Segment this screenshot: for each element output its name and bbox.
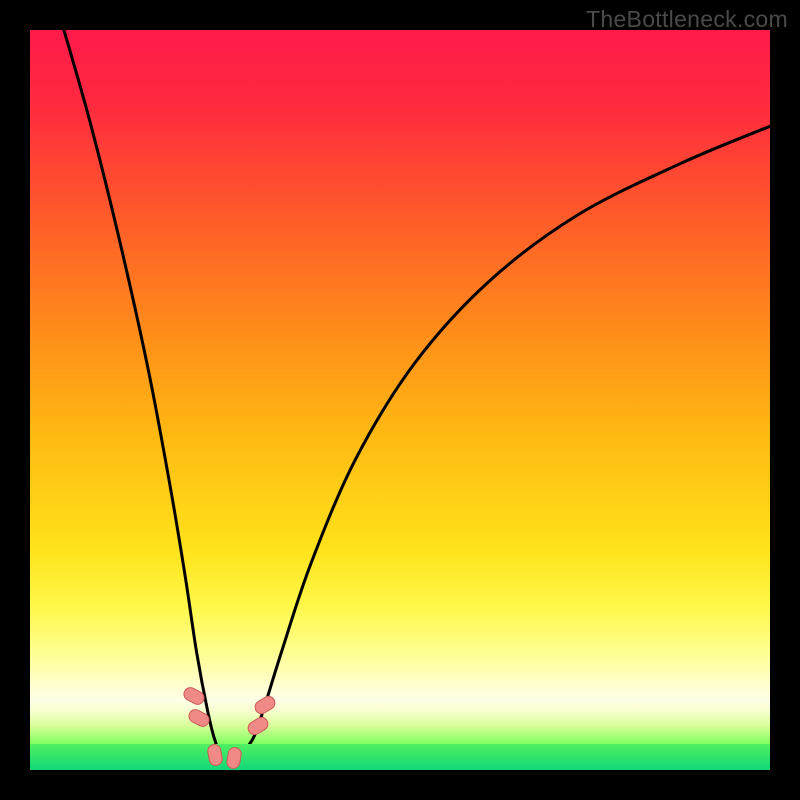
curve-path — [60, 30, 770, 757]
plot-area — [30, 30, 770, 770]
bottleneck-curve — [30, 30, 770, 770]
watermark-text: TheBottleneck.com — [586, 6, 788, 33]
green-band — [30, 744, 770, 770]
